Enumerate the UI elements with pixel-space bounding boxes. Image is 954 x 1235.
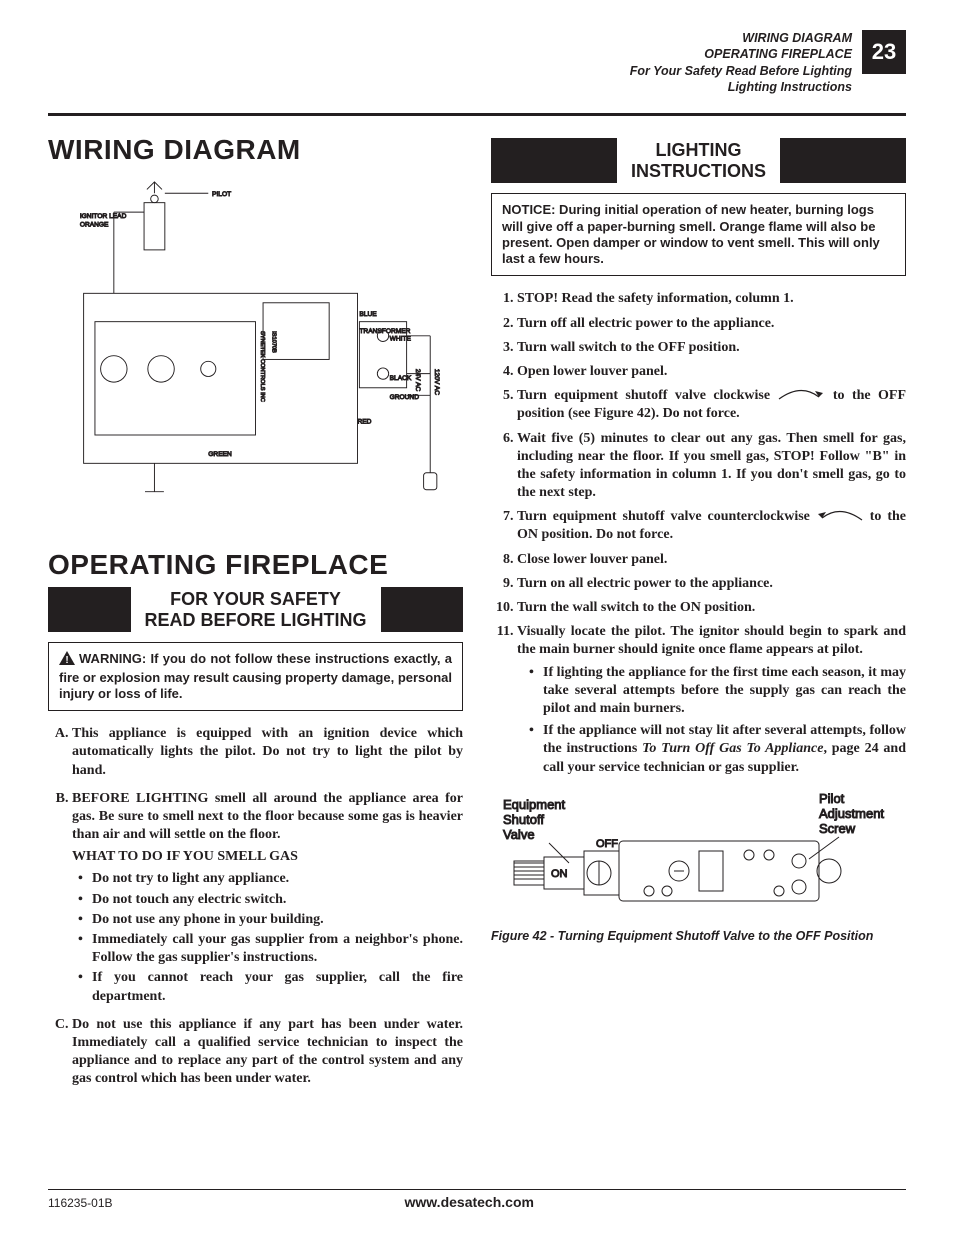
header-rule [48,113,906,116]
step: Turn wall switch to the OFF position. [517,339,906,357]
label-equip-3: Valve [503,827,535,842]
step-5-pre: Turn equipment shutoff valve clockwise [517,388,777,403]
warning-box: ! WARNING: If you do not follow these in… [48,642,463,711]
label-green: GREEN [208,451,232,458]
safety-item-b-text: BEFORE LIGHTING smell all around the app… [72,791,463,842]
label-equip-1: Equipment [503,797,566,812]
step-11-subs: If lighting the appliance for the first … [517,664,906,777]
svg-text:!: ! [65,655,68,665]
bullet: If you cannot reach your gas supplier, c… [78,969,463,1005]
step-7-pre: Turn equipment shutoff valve countercloc… [517,509,816,524]
counterclockwise-arrow-icon [816,508,864,524]
safety-item-a-text: This appliance is equipped with an ignit… [72,726,463,777]
bullet: Immediately call your gas supplier from … [78,931,463,967]
two-column-layout: WIRING DIAGRAM PILOT IGNITOR LEAD ORANGE [48,134,906,1099]
sub-bullet: If the appliance will not stay lit after… [529,722,906,777]
label-model: IS1070B [271,331,277,353]
safety-item-a: This appliance is equipped with an ignit… [72,725,463,780]
label-pilot-3: Screw [819,821,856,836]
clockwise-arrow-icon [777,387,825,403]
header-line: For Your Safety Read Before Lighting [630,63,852,79]
label-synetek: SYNETEK CONTROLS INC [259,331,265,402]
operating-fireplace-heading: OPERATING FIREPLACE [48,549,463,581]
figure-42-valve: Equipment Shutoff Valve Pilot Adjustment… [499,791,899,921]
label-transformer: TRANSFORMER [359,328,410,335]
page-header: WIRING DIAGRAM OPERATING FIREPLACE For Y… [48,30,906,95]
wiring-diagram-figure: PILOT IGNITOR LEAD ORANGE BLUE TR [48,180,463,520]
header-line: WIRING DIAGRAM [630,30,852,46]
lighting-band-title: LIGHTING INSTRUCTIONS [617,138,780,183]
band-bar-left [48,587,131,632]
step-11: Visually locate the pilot. The ignitor s… [517,623,906,777]
figure-42-caption: Figure 42 - Turning Equipment Shutoff Va… [491,929,906,943]
step-7: Turn equipment shutoff valve countercloc… [517,508,906,544]
step: STOP! Read the safety information, colum… [517,290,906,308]
label-equip-2: Shutoff [503,812,544,827]
step: Open lower louver panel. [517,363,906,381]
warning-text: WARNING: If you do not follow these inst… [59,651,452,701]
safety-band: FOR YOUR SAFETY READ BEFORE LIGHTING [48,587,463,632]
label-pilot: PILOT [212,191,231,198]
label-orange: ORANGE [80,221,109,228]
safety-band-title: FOR YOUR SAFETY READ BEFORE LIGHTING [131,587,381,632]
right-column: LIGHTING INSTRUCTIONS NOTICE: During ini… [491,134,906,1099]
band-bar-right [780,138,906,183]
left-column: WIRING DIAGRAM PILOT IGNITOR LEAD ORANGE [48,134,463,1099]
label-red: RED [358,419,372,426]
band-bar-right [381,587,464,632]
page-footer: 116235-01B www.desatech.com [48,1189,906,1210]
label-pilot-2: Adjustment [819,806,884,821]
smell-gas-bullets: Do not try to light any appliance. Do no… [72,870,463,1005]
step-11-text: Visually locate the pilot. The ignitor s… [517,624,906,657]
step-5: Turn equipment shutoff valve clockwise t… [517,387,906,423]
header-line: Lighting Instructions [630,79,852,95]
lighting-band: LIGHTING INSTRUCTIONS [491,138,906,183]
label-blue: BLUE [359,311,377,318]
sub-em: To Turn Off Gas To Appliance [642,741,823,756]
step: Wait five (5) minutes to clear out any g… [517,430,906,503]
band-bar-left [491,138,617,183]
smell-gas-heading: WHAT TO DO IF YOU SMELL GAS [72,848,463,866]
label-24v: 24V AC [414,369,421,392]
label-pilot-1: Pilot [819,791,845,806]
step: Turn the wall switch to the ON position. [517,599,906,617]
label-off: OFF [596,838,618,850]
header-section-titles: WIRING DIAGRAM OPERATING FIREPLACE For Y… [630,30,852,95]
safety-item-c: Do not use this appliance if any part ha… [72,1016,463,1089]
notice-box: NOTICE: During initial operation of new … [491,193,906,276]
footer-url: www.desatech.com [405,1194,534,1210]
warning-icon: ! [59,651,75,669]
step: Close lower louver panel. [517,551,906,569]
doc-number: 116235-01B [48,1196,113,1210]
bullet: Do not touch any electric switch. [78,891,463,909]
label-ignitor: IGNITOR LEAD [80,213,127,220]
safety-item-b: BEFORE LIGHTING smell all around the app… [72,790,463,1006]
bullet: Do not use any phone in your building. [78,911,463,929]
label-black: BLACK [390,375,412,382]
label-white: WHITE [390,336,412,343]
step: Turn on all electric power to the applia… [517,575,906,593]
safety-item-c-text: Do not use this appliance if any part ha… [72,1017,463,1087]
label-120v: 120V AC [433,369,440,395]
bullet: Do not try to light any appliance. [78,870,463,888]
page-number-badge: 23 [862,30,906,74]
label-on: ON [551,868,568,880]
safety-list: This appliance is equipped with an ignit… [48,725,463,1088]
step: Turn off all electric power to the appli… [517,315,906,333]
wiring-diagram-heading: WIRING DIAGRAM [48,134,463,166]
sub-bullet: If lighting the appliance for the first … [529,664,906,719]
lighting-steps: STOP! Read the safety information, colum… [491,290,906,776]
header-line: OPERATING FIREPLACE [630,46,852,62]
